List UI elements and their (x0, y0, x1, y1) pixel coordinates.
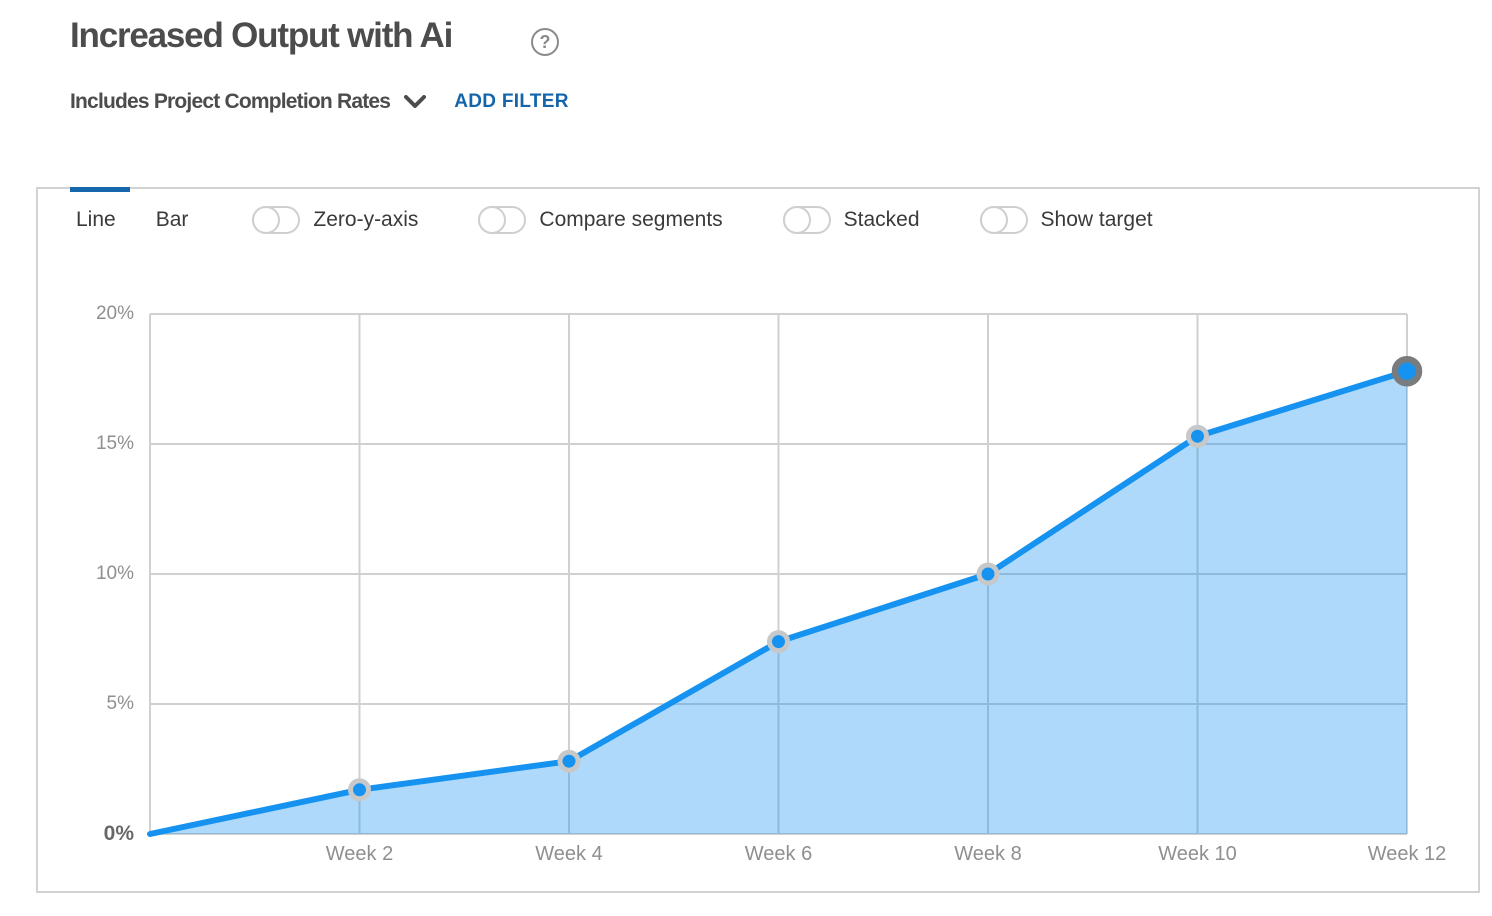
chart-svg (147, 313, 1423, 837)
toggle-switch[interactable] (252, 206, 301, 234)
x-axis: Week 2 Week 4 Week 6 Week 8 Week 10 Week 12 (150, 843, 1447, 869)
tab-line[interactable]: Line (76, 208, 116, 231)
question-mark-glyph: ? (539, 31, 551, 52)
y-tick-label: 5% (106, 693, 134, 714)
chart-card: Line Bar Zero-y-axis Compare segments St… (36, 187, 1480, 893)
toggle-switch[interactable] (478, 206, 527, 234)
toggle-label: Compare segments (539, 208, 723, 231)
data-point-selected[interactable] (1391, 355, 1423, 387)
data-point[interactable] (976, 562, 1000, 586)
toggle-knob (478, 206, 507, 234)
toggle-label: Zero-y-axis (313, 208, 419, 231)
segment-filter-label[interactable]: Includes Project Completion Rates (70, 90, 391, 113)
area-fill (150, 371, 1407, 834)
toggle-label: Stacked (843, 208, 920, 231)
toggle-knob (782, 206, 811, 234)
y-tick-label: 0% (103, 822, 134, 845)
chevron-down-icon[interactable] (404, 95, 427, 109)
x-tick-label: Week 2 (325, 843, 394, 865)
data-point[interactable] (348, 778, 371, 802)
x-tick-label: Week 6 (744, 843, 813, 865)
x-tick-label: Week 8 (954, 843, 1022, 865)
y-axis: 0% 5% 10% 15% 20% (38, 303, 134, 845)
toggle-label: Show target (1040, 208, 1153, 231)
toggle-knob (979, 206, 1008, 234)
chart-toolbar: Line Bar Zero-y-axis Compare segments St… (76, 203, 1213, 237)
toggle-show-target[interactable]: Show target (979, 206, 1153, 234)
toggle-switch[interactable] (979, 206, 1028, 234)
page-title: Increased Output with Ai (70, 16, 453, 55)
segment-filter-row: Includes Project Completion Rates ADD FI… (70, 90, 569, 114)
data-point[interactable] (557, 749, 581, 773)
y-tick-label: 10% (95, 563, 134, 584)
tab-bar[interactable]: Bar (155, 208, 189, 231)
toggle-compare-segments[interactable]: Compare segments (478, 206, 723, 234)
toggle-switch[interactable] (782, 206, 831, 234)
add-filter-button[interactable]: ADD FILTER (454, 91, 569, 112)
toggle-zero-y-axis[interactable]: Zero-y-axis (252, 206, 418, 234)
help-icon[interactable]: ? (531, 28, 559, 56)
x-tick-label: Week 4 (535, 843, 603, 865)
chart-plot-area (147, 313, 1423, 837)
x-tick-label: Week 10 (1158, 843, 1237, 865)
x-tick-label: Week 12 (1367, 843, 1447, 865)
data-point[interactable] (767, 630, 790, 654)
active-tab-indicator (70, 187, 130, 192)
toggle-knob (252, 206, 281, 234)
y-tick-label: 15% (95, 433, 134, 454)
y-tick-label: 20% (95, 303, 134, 324)
data-point[interactable] (1186, 424, 1209, 448)
toggle-stacked[interactable]: Stacked (782, 206, 920, 234)
